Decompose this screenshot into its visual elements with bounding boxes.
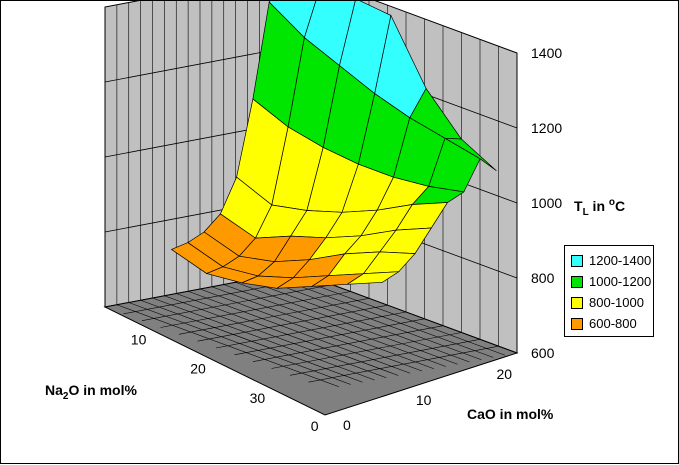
legend-item: 800-1000	[571, 292, 653, 313]
na2o-tick-label: 10	[131, 331, 147, 347]
floor-gridline	[308, 345, 499, 383]
legend-label: 800-1000	[589, 295, 644, 310]
na2o-tick-label: 20	[190, 361, 206, 377]
legend: 1200-1400 1000-1200 800-1000 600-800	[564, 245, 654, 337]
legend-label: 600-800	[589, 316, 637, 331]
cao-tick-label: 20	[496, 366, 512, 382]
legend-item: 600-800	[571, 313, 653, 334]
chart-floor	[103, 270, 519, 416]
cao-tick-label: 10	[416, 392, 432, 408]
floor-gridline	[141, 284, 333, 321]
floor-gridline	[271, 332, 462, 369]
surface-cell	[346, 271, 400, 285]
z-tick-label: 1200	[531, 120, 562, 136]
legend-label: 1200-1400	[589, 253, 652, 268]
legend-label: 1000-1200	[589, 274, 652, 289]
legend-swatch	[571, 254, 583, 267]
legend-swatch	[571, 296, 583, 309]
na2o-tick-label: 30	[250, 390, 266, 406]
legend-swatch	[571, 317, 583, 330]
legend-swatch	[571, 275, 583, 288]
cao-tick-label: 0	[343, 417, 351, 433]
surface-mesh	[170, 1, 497, 289]
floor-gridline	[197, 304, 388, 342]
floor-gridline	[215, 311, 407, 349]
na2o-tick-label: 0	[311, 418, 319, 434]
floor-gridline	[234, 318, 425, 356]
legend-item: 1200-1400	[571, 250, 653, 271]
axis-ticks: 1400 1200 1000 800 600 10 20 30 0 20 10 0	[131, 45, 563, 434]
legend-item: 1000-1200	[571, 271, 653, 292]
na2o-axis-title: Na2O in mol%	[45, 382, 137, 402]
floor-gridline	[289, 339, 481, 376]
z-tick-label: 1400	[531, 45, 562, 61]
z-tick-label: 1000	[531, 195, 562, 211]
z-tick-label: 600	[531, 345, 555, 361]
z-axis-title: TL in oC	[574, 197, 625, 218]
cao-axis-title: CaO in mol%	[467, 406, 554, 422]
floor-gridline	[160, 291, 351, 328]
floor-gridline	[178, 298, 370, 335]
z-tick-label: 800	[531, 270, 555, 286]
floor-gridline	[252, 325, 444, 362]
